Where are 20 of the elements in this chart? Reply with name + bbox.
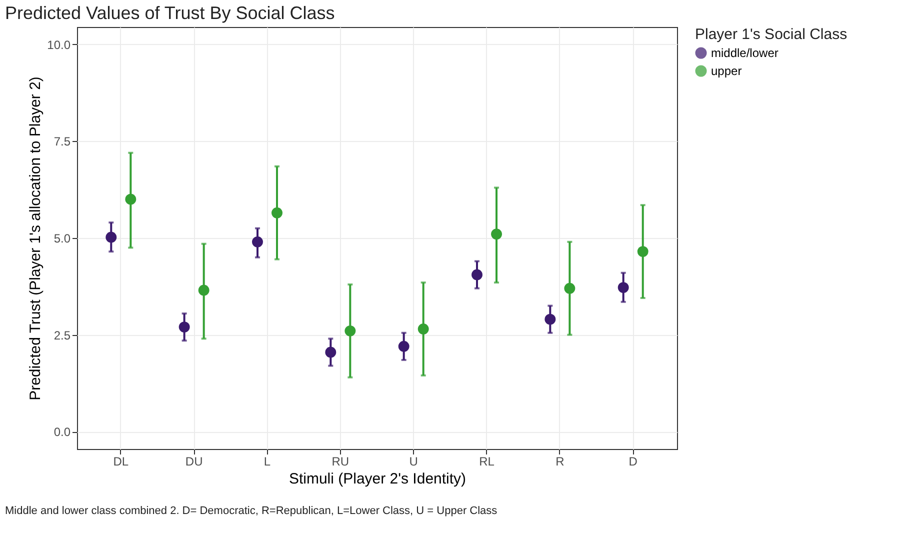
x-tick-label: DL [113,454,129,468]
chart-title: Predicted Values of Trust By Social Class [5,3,335,23]
x-tick-label: RL [479,454,495,468]
legend-title: Player 1's Social Class [695,26,848,43]
y-tick-label: 7.5 [54,134,71,149]
x-tick-label: RU [332,454,350,468]
y-tick-label: 5.0 [54,232,71,246]
legend-label: middle/lower [711,46,778,60]
x-tick-label: DU [185,454,203,468]
x-axis-title: Stimuli (Player 2's Identity) [288,470,466,488]
legend-label: upper [711,64,742,78]
x-tick-label: U [409,454,418,468]
y-tick-label: 10.0 [47,38,71,52]
x-tick-label: L [264,454,271,468]
x-tick-label: D [628,454,638,468]
text: Middle and lower class combined 2. D= Democratic, R=Republican, L=Lower Class, U = Upper Class [5,505,498,517]
y-tick-label: 0.0 [54,425,71,440]
x-tick-label: R [556,454,565,468]
y-tick-label: 2.5 [54,328,71,342]
y-axis-title: Predicted Trust (Player 1's allocation to Player 2) [27,76,44,400]
